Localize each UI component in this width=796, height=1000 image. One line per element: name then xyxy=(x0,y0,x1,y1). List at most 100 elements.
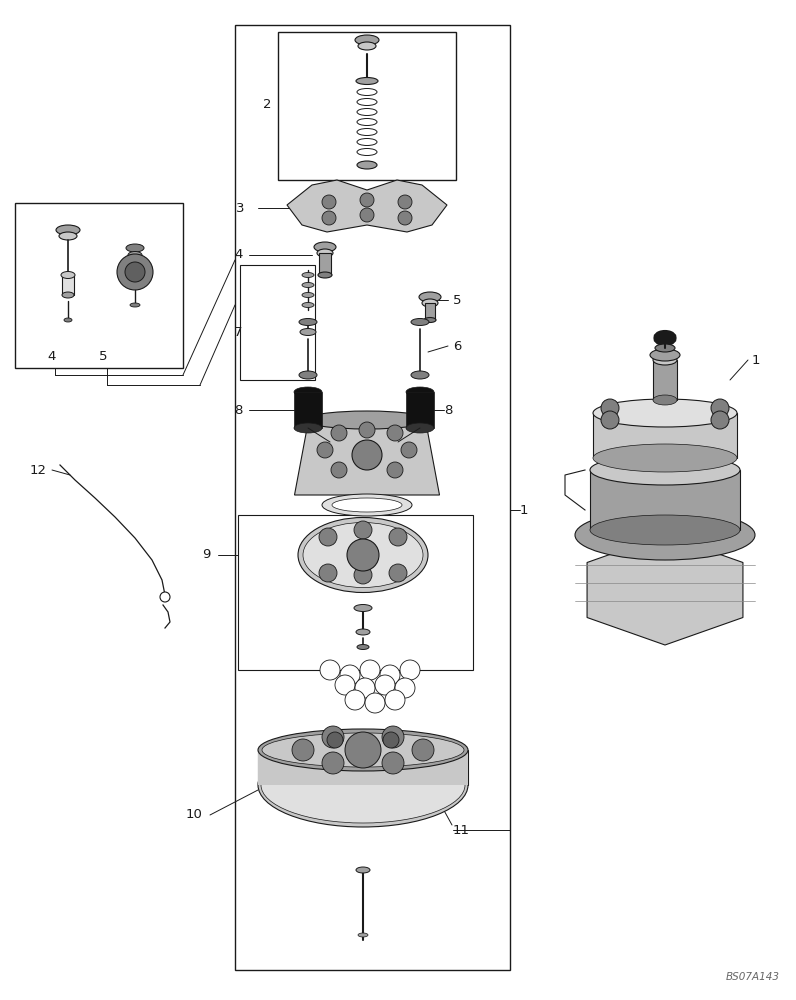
Circle shape xyxy=(360,660,380,680)
Polygon shape xyxy=(587,535,743,645)
Text: 1: 1 xyxy=(752,354,760,366)
Circle shape xyxy=(125,262,145,282)
Circle shape xyxy=(347,539,379,571)
Ellipse shape xyxy=(62,292,74,298)
Ellipse shape xyxy=(650,349,680,361)
Circle shape xyxy=(389,528,407,546)
Text: 6: 6 xyxy=(453,340,462,353)
Ellipse shape xyxy=(590,455,740,485)
Ellipse shape xyxy=(356,78,378,85)
Circle shape xyxy=(340,665,360,685)
Circle shape xyxy=(385,690,405,710)
Ellipse shape xyxy=(358,42,376,50)
Ellipse shape xyxy=(356,867,370,873)
Circle shape xyxy=(322,195,336,209)
Bar xyxy=(319,253,331,275)
Ellipse shape xyxy=(261,747,465,823)
Text: 1: 1 xyxy=(520,504,529,516)
Circle shape xyxy=(322,752,344,774)
Ellipse shape xyxy=(593,399,737,427)
Bar xyxy=(590,470,740,530)
Circle shape xyxy=(292,739,314,761)
Bar xyxy=(240,265,315,380)
Circle shape xyxy=(601,399,619,417)
Text: 9: 9 xyxy=(202,548,210,562)
Ellipse shape xyxy=(357,148,377,155)
Ellipse shape xyxy=(299,371,317,379)
Text: 5: 5 xyxy=(99,351,107,363)
Circle shape xyxy=(711,399,729,417)
Ellipse shape xyxy=(126,244,144,252)
Circle shape xyxy=(354,566,372,584)
Circle shape xyxy=(398,211,412,225)
Ellipse shape xyxy=(422,299,438,307)
Ellipse shape xyxy=(305,411,430,429)
Text: 11: 11 xyxy=(453,824,470,836)
Text: 8: 8 xyxy=(444,403,452,416)
Ellipse shape xyxy=(354,604,372,611)
Ellipse shape xyxy=(258,743,468,827)
Bar xyxy=(406,392,434,428)
Circle shape xyxy=(401,442,417,458)
Ellipse shape xyxy=(318,272,332,278)
Circle shape xyxy=(601,411,619,429)
Ellipse shape xyxy=(411,318,429,326)
Ellipse shape xyxy=(317,249,333,257)
Text: 5: 5 xyxy=(453,294,462,306)
Text: 4: 4 xyxy=(47,351,56,363)
Circle shape xyxy=(395,678,415,698)
Circle shape xyxy=(327,732,343,748)
Circle shape xyxy=(375,675,395,695)
Ellipse shape xyxy=(302,302,314,308)
Circle shape xyxy=(322,726,344,748)
Ellipse shape xyxy=(419,292,441,302)
Ellipse shape xyxy=(357,118,377,125)
Ellipse shape xyxy=(64,318,72,322)
Ellipse shape xyxy=(406,387,434,397)
Ellipse shape xyxy=(357,645,369,650)
Circle shape xyxy=(387,462,403,478)
Text: 8: 8 xyxy=(234,403,242,416)
Ellipse shape xyxy=(332,498,402,512)
Ellipse shape xyxy=(299,318,317,326)
Circle shape xyxy=(320,660,340,680)
Ellipse shape xyxy=(653,395,677,405)
Polygon shape xyxy=(295,415,439,495)
Circle shape xyxy=(354,521,372,539)
Ellipse shape xyxy=(128,251,142,258)
Circle shape xyxy=(117,254,153,290)
Circle shape xyxy=(382,726,404,748)
Bar xyxy=(425,303,435,320)
Ellipse shape xyxy=(659,336,671,340)
Ellipse shape xyxy=(302,272,314,277)
Ellipse shape xyxy=(655,344,675,352)
Bar xyxy=(235,25,510,970)
Circle shape xyxy=(365,693,385,713)
Ellipse shape xyxy=(653,355,677,365)
Bar xyxy=(62,275,74,295)
Ellipse shape xyxy=(355,35,379,45)
Circle shape xyxy=(359,422,375,438)
Bar xyxy=(258,750,468,785)
Ellipse shape xyxy=(300,328,316,336)
Ellipse shape xyxy=(59,232,77,240)
Ellipse shape xyxy=(314,242,336,252)
Circle shape xyxy=(380,665,400,685)
Circle shape xyxy=(335,675,355,695)
Ellipse shape xyxy=(303,522,423,587)
Ellipse shape xyxy=(590,515,740,545)
Text: 2: 2 xyxy=(263,99,271,111)
Ellipse shape xyxy=(575,510,755,560)
Text: BS07A143: BS07A143 xyxy=(726,972,780,982)
Circle shape xyxy=(319,528,337,546)
Circle shape xyxy=(389,564,407,582)
Ellipse shape xyxy=(357,108,377,115)
Circle shape xyxy=(382,752,404,774)
Ellipse shape xyxy=(356,629,370,635)
Circle shape xyxy=(387,425,403,441)
Circle shape xyxy=(412,739,434,761)
Circle shape xyxy=(345,732,381,768)
Circle shape xyxy=(360,208,374,222)
Ellipse shape xyxy=(424,318,436,322)
Bar xyxy=(15,203,183,368)
